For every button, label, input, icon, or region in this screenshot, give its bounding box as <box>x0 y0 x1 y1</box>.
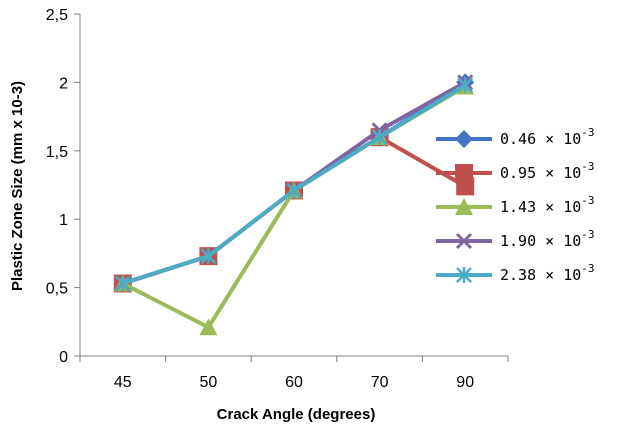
axes: 0 0,5 1 1,5 2 2,5 45 50 60 70 90 <box>46 7 509 391</box>
data-point <box>286 182 302 199</box>
legend-label: 1.43 × 10-3 <box>500 194 595 216</box>
y-tick-label: 2,5 <box>46 7 68 24</box>
legend-item-4: 1.90 × 10-3 <box>436 228 595 250</box>
legend-marker <box>455 198 473 215</box>
legend-item-1: 0.46 × 10-3 <box>436 126 595 148</box>
y-axis-title: Plastic Zone Size (mm x 10-3) <box>9 81 26 291</box>
legend-marker <box>455 164 473 182</box>
legend-label: 2.38 × 10-3 <box>500 262 595 284</box>
x-tick-label: 70 <box>371 374 389 391</box>
y-tick-label: 1 <box>59 212 68 229</box>
series-5 <box>114 77 474 292</box>
y-tick-label: 0 <box>59 349 68 366</box>
legend-marker <box>455 130 473 148</box>
x-tick-label: 45 <box>114 374 132 391</box>
x-axis-title: Crack Angle (degrees) <box>217 406 376 423</box>
series-3 <box>113 77 475 336</box>
y-tick-label: 2 <box>59 75 68 92</box>
legend-item-5: 2.38 × 10-3 <box>436 262 595 284</box>
x-tick-label: 90 <box>456 374 474 391</box>
series-lines <box>113 73 475 336</box>
legend-marker <box>455 232 473 250</box>
series-line <box>121 84 467 330</box>
legend: 0.46 × 10-3 0.95 × 10-3 1.43 × 10-3 1.90 × … <box>436 126 595 284</box>
x-tick-label: 60 <box>285 374 303 391</box>
legend-label: 0.95 × 10-3 <box>500 160 595 182</box>
data-point <box>114 275 131 292</box>
data-point <box>200 248 217 265</box>
data-point <box>457 77 474 94</box>
legend-marker <box>456 267 472 283</box>
series-line <box>122 135 467 286</box>
data-point <box>199 318 218 336</box>
legend-label: 1.90 × 10-3 <box>500 228 595 250</box>
y-tick-label: 0,5 <box>46 281 68 298</box>
legend-label: 0.46 × 10-3 <box>500 126 595 148</box>
y-tick-label: 1,5 <box>46 144 68 161</box>
marker-stroke <box>455 232 473 250</box>
legend-item-3: 1.43 × 10-3 <box>436 194 595 216</box>
data-point <box>371 129 388 146</box>
x-tick-label: 50 <box>200 374 218 391</box>
legend-item-2: 0.95 × 10-3 <box>436 160 595 182</box>
